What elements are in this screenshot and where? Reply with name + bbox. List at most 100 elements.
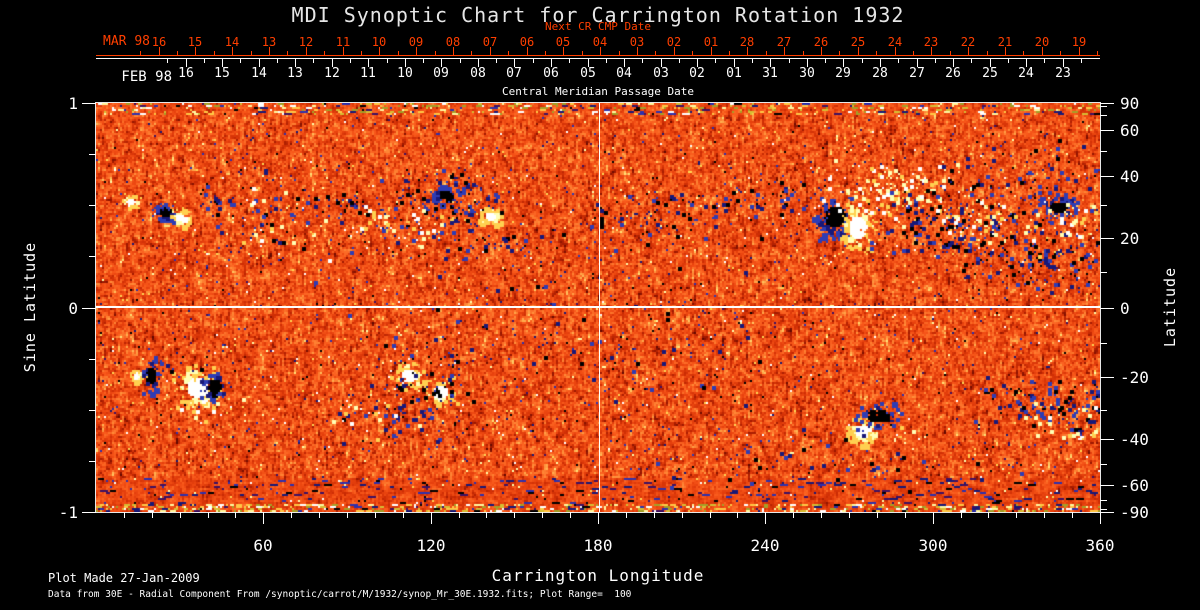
right-minor-tick xyxy=(1100,509,1107,510)
right-tick-label: -60 xyxy=(1120,476,1149,495)
next-cr-halfday-tick xyxy=(471,51,472,55)
next-cr-halfday-tick xyxy=(692,51,693,55)
cmp-halfday-tick xyxy=(387,59,388,63)
next-cr-day-label: 01 xyxy=(703,35,719,49)
next-cr-day-tick xyxy=(563,47,564,55)
next-cr-halfday-tick xyxy=(655,51,656,55)
next-cr-day-tick xyxy=(968,47,969,55)
cmp-day-tick xyxy=(222,59,223,67)
cmp-day-tick xyxy=(661,59,662,67)
next-cr-halfday-tick xyxy=(619,51,620,55)
next-cr-day-tick xyxy=(1079,47,1080,55)
x-minor-tick xyxy=(459,512,460,518)
cmp-day-label: 07 xyxy=(506,66,522,81)
next-cr-day-tick xyxy=(895,47,896,55)
x-minor-tick xyxy=(124,512,125,518)
x-tick-label: 60 xyxy=(253,536,273,555)
cmp-halfday-tick xyxy=(862,59,863,63)
cmp-day-label: 12 xyxy=(324,66,340,81)
x-minor-tick xyxy=(542,512,543,518)
right-major-tick xyxy=(1100,308,1114,309)
next-cr-day-tick xyxy=(674,47,675,55)
cmp-halfday-tick xyxy=(313,59,314,63)
next-cr-halfday-tick xyxy=(950,51,951,55)
right-major-tick xyxy=(1100,377,1114,378)
next-cr-day-tick xyxy=(1005,47,1006,55)
next-cr-day-tick xyxy=(306,47,307,55)
cmp-day-label: 24 xyxy=(1018,66,1034,81)
cmp-day-tick xyxy=(734,59,735,67)
cmp-halfday-tick xyxy=(971,59,972,63)
cmp-day-tick xyxy=(880,59,881,67)
x-minor-tick xyxy=(988,512,989,518)
plot-made-text: Plot Made 27-Jan-2009 xyxy=(48,571,200,585)
x-minor-tick xyxy=(1044,512,1045,518)
x-minor-tick xyxy=(486,512,487,518)
next-cr-halfday-tick xyxy=(582,51,583,55)
cmp-halfday-tick xyxy=(789,59,790,63)
cmp-halfday-tick xyxy=(277,59,278,63)
equator-line xyxy=(96,306,1100,308)
x-minor-tick xyxy=(375,512,376,518)
cmp-halfday-tick xyxy=(642,59,643,63)
right-major-tick xyxy=(1100,439,1114,440)
cmp-halfday-tick xyxy=(606,59,607,63)
cmp-day-tick xyxy=(259,59,260,67)
cmp-halfday-tick xyxy=(1081,59,1082,63)
cmp-day-tick xyxy=(551,59,552,67)
cmp-day-tick xyxy=(953,59,954,67)
x-minor-tick xyxy=(849,512,850,518)
cmp-day-tick xyxy=(1063,59,1064,67)
next-cr-day-label: 23 xyxy=(923,35,939,49)
cmp-day-tick xyxy=(441,59,442,67)
next-cr-day-label: 13 xyxy=(261,35,277,49)
next-cr-axis-title: Next CR CMP Date xyxy=(545,20,651,33)
x-minor-tick xyxy=(1016,512,1017,518)
cmp-day-tick xyxy=(588,59,589,67)
next-cr-day-tick xyxy=(527,47,528,55)
x-minor-tick xyxy=(180,512,181,518)
left-tick-label: 1 xyxy=(68,94,78,113)
x-minor-tick xyxy=(682,512,683,518)
next-cr-day-label: 28 xyxy=(739,35,755,49)
next-cr-day-label: 27 xyxy=(776,35,792,49)
left-minor-tick xyxy=(89,256,96,257)
cmp-day-tick xyxy=(514,59,515,67)
next-cr-day-tick xyxy=(490,47,491,55)
left-tick-label: 0 xyxy=(68,299,78,318)
next-cr-day-label: 02 xyxy=(666,35,682,49)
cmp-halfday-tick xyxy=(898,59,899,63)
right-tick-label: 40 xyxy=(1120,167,1140,186)
next-cr-day-tick xyxy=(600,47,601,55)
next-cr-day-tick xyxy=(343,47,344,55)
next-cr-day-tick xyxy=(232,47,233,55)
cmp-day-tick xyxy=(405,59,406,67)
right-minor-tick xyxy=(1100,106,1107,107)
cmp-day-label: 09 xyxy=(433,66,449,81)
cmp-day-tick xyxy=(295,59,296,67)
cmp-day-tick xyxy=(478,59,479,67)
cmp-day-label: 16 xyxy=(178,66,194,81)
next-cr-halfday-tick xyxy=(803,51,804,55)
cmp-day-label: 26 xyxy=(945,66,961,81)
x-tick-label: 300 xyxy=(918,536,948,555)
cmp-axis-title: Central Meridian Passage Date xyxy=(501,85,695,98)
cmp-day-label: 23 xyxy=(1055,66,1071,81)
left-tick-label: -1 xyxy=(58,503,78,522)
x-minor-tick xyxy=(905,512,906,518)
cmp-halfday-tick xyxy=(752,59,753,63)
x-minor-tick xyxy=(403,512,404,518)
cmp-month-label: FEB 98 xyxy=(121,69,172,85)
next-cr-halfday-tick xyxy=(287,51,288,55)
cmp-day-label: 08 xyxy=(470,66,486,81)
cmp-day-tick xyxy=(843,59,844,67)
next-cr-day-label: 14 xyxy=(224,35,240,49)
cmp-day-label: 28 xyxy=(872,66,888,81)
cmp-halfday-tick xyxy=(423,59,424,63)
next-cr-halfday-tick xyxy=(1023,51,1024,55)
cmp-halfday-tick xyxy=(1008,59,1009,63)
x-minor-tick xyxy=(961,512,962,518)
cmp-day-label: 30 xyxy=(799,66,815,81)
next-cr-halfday-tick xyxy=(435,51,436,55)
x-minor-tick xyxy=(570,512,571,518)
